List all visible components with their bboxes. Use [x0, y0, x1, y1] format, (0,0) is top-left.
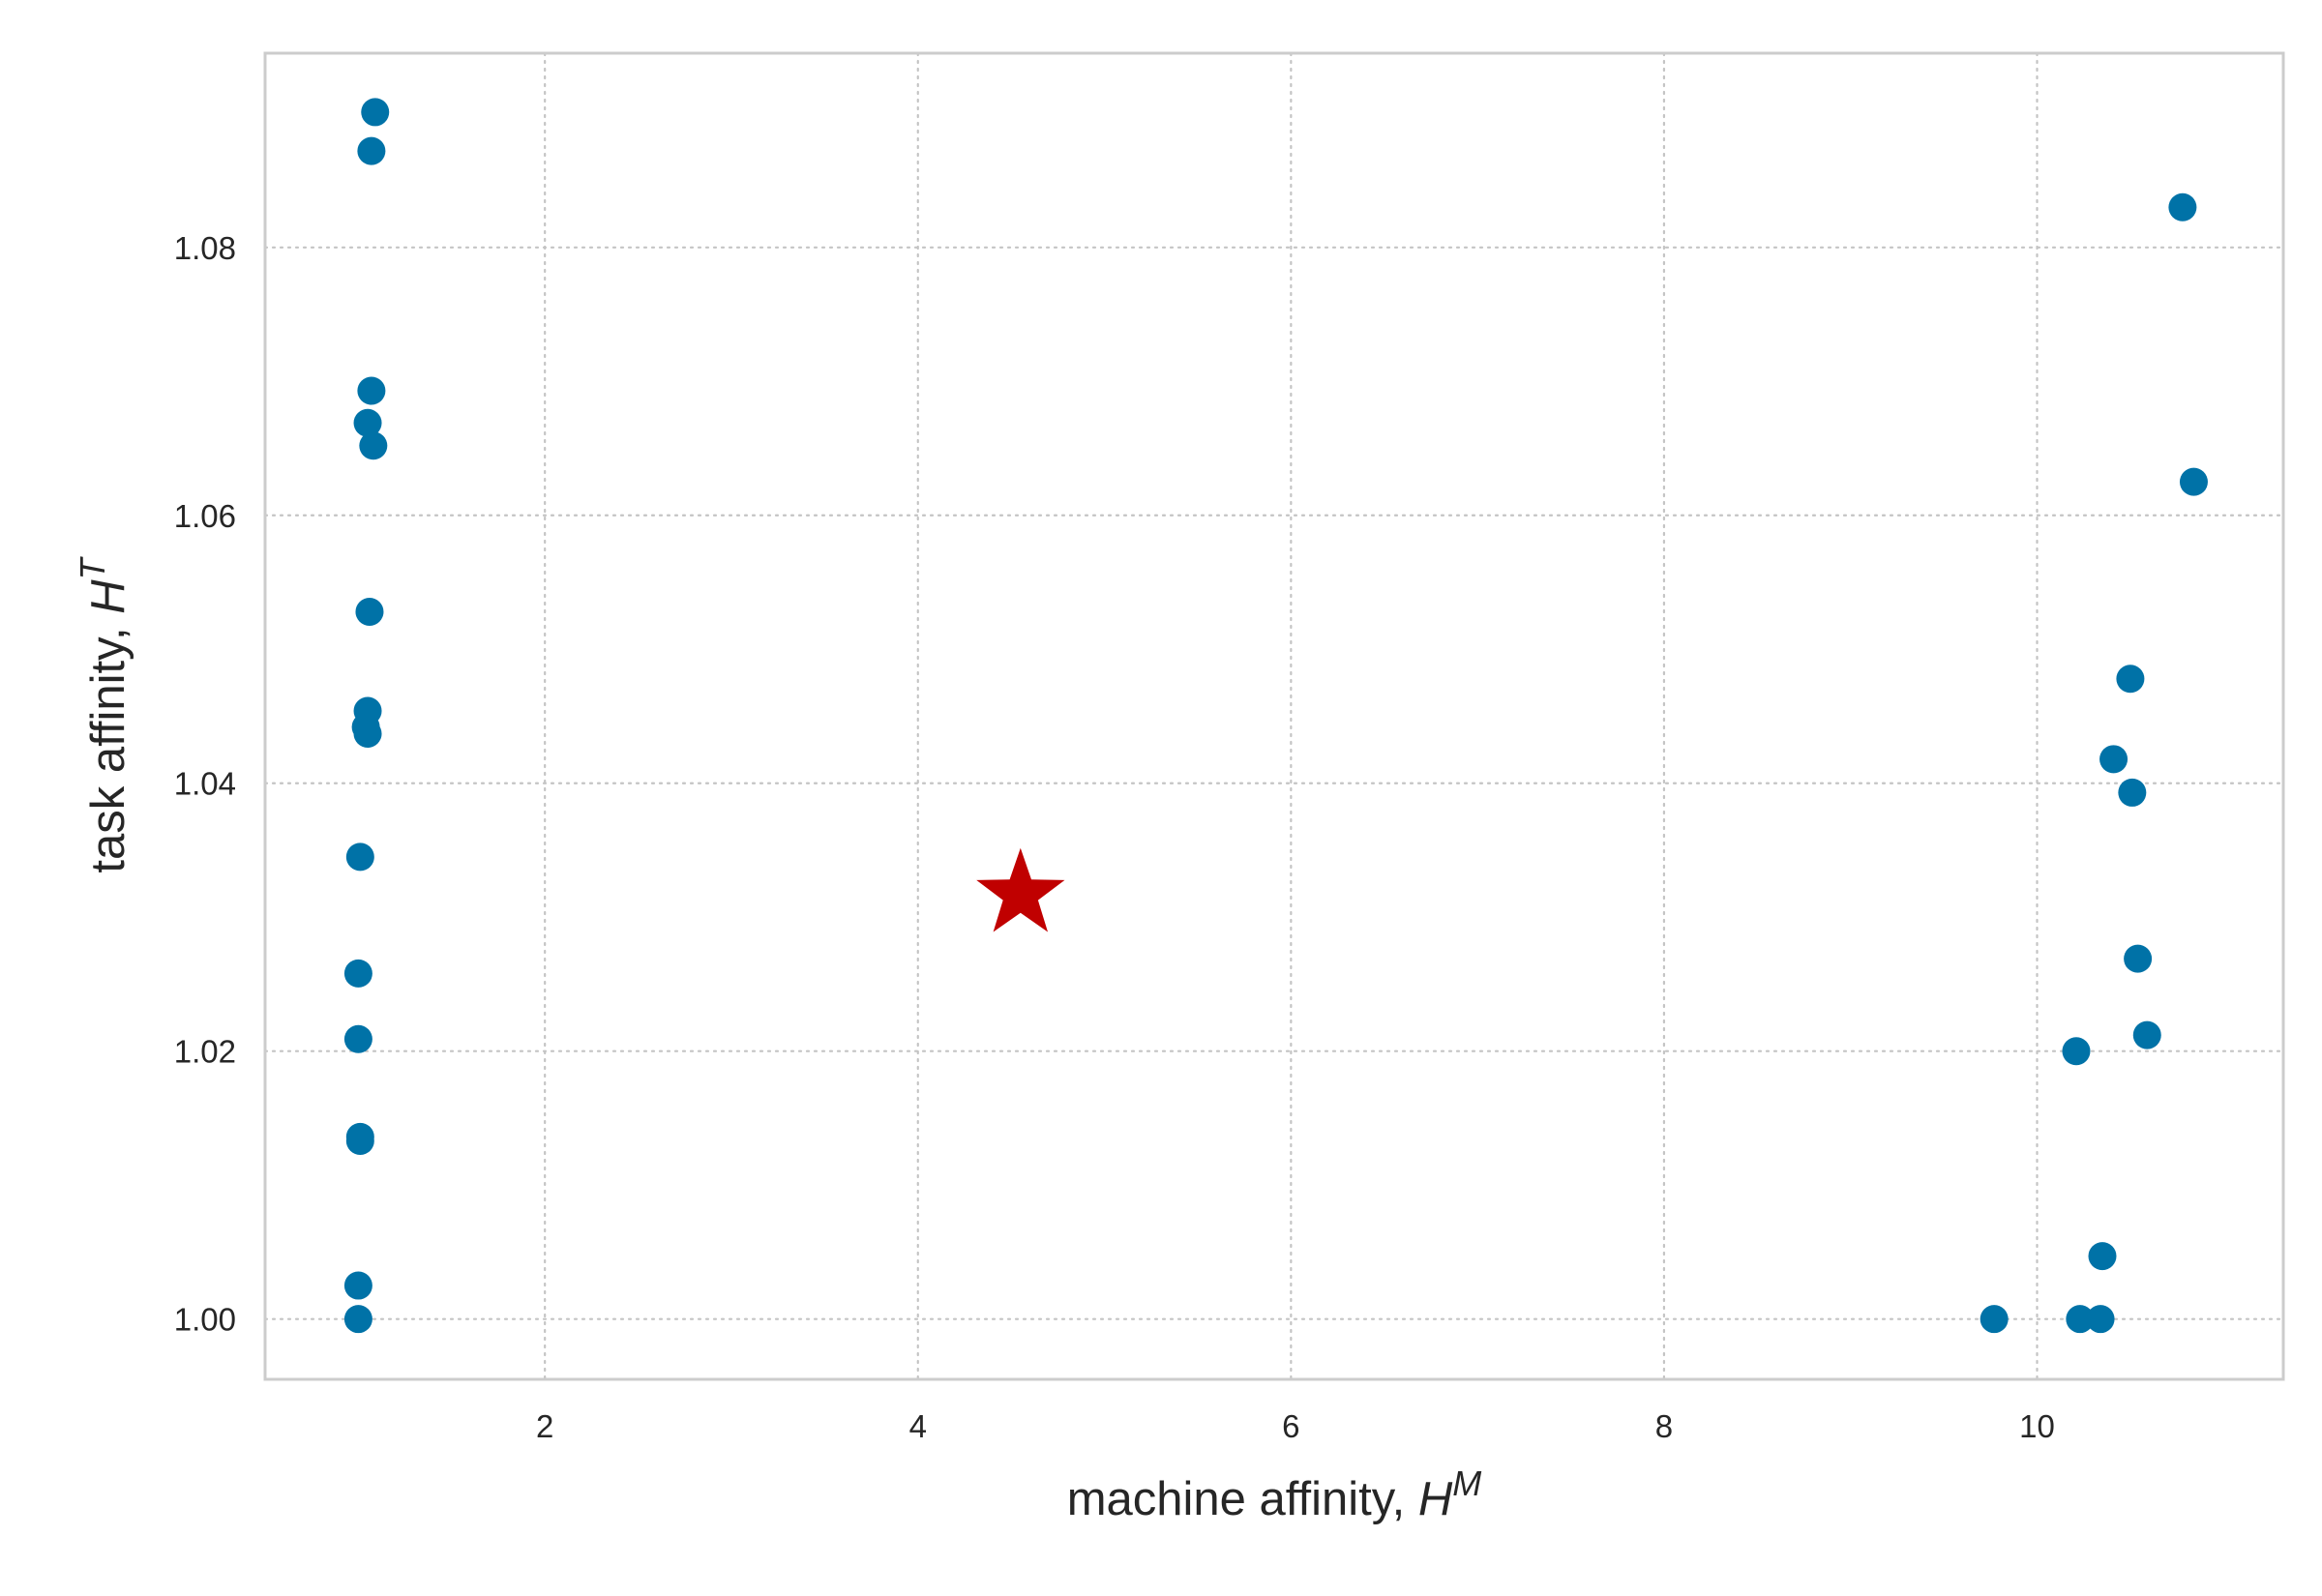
- data-point: [345, 1126, 374, 1155]
- x-tick-label: 6: [1282, 1408, 1299, 1444]
- data-point: [2116, 665, 2145, 694]
- data-point: [2088, 1242, 2117, 1271]
- data-point: [355, 597, 384, 626]
- data-point: [361, 98, 390, 127]
- x-tick-label: 4: [909, 1408, 927, 1444]
- plot-frame: [263, 51, 2285, 1381]
- y-axis-label: task affinity, HT: [73, 555, 134, 872]
- data-point: [345, 842, 374, 872]
- x-tick-label: 10: [2019, 1408, 2055, 1444]
- data-point: [357, 376, 386, 405]
- tick-labels: 2 4 6 8 10 1.00 1.02 1.04 1.06 1.08: [174, 230, 2055, 1444]
- data-point: [2179, 467, 2208, 496]
- x-tick-label: 2: [536, 1408, 553, 1444]
- x-tick-label: 8: [1655, 1408, 1673, 1444]
- data-point: [2086, 1305, 2115, 1334]
- y-tick-label: 1.06: [174, 498, 236, 534]
- y-tick-label: 1.08: [174, 230, 236, 266]
- y-tick-label: 1.02: [174, 1034, 236, 1070]
- data-point: [343, 959, 372, 988]
- y-tick-label: 1.00: [174, 1302, 236, 1338]
- data-point: [2118, 778, 2147, 807]
- x-axis-label: machine affinity, HM: [1067, 1463, 1482, 1525]
- data-point: [357, 136, 386, 165]
- star-marker: [976, 847, 1065, 932]
- data-point: [2132, 1020, 2161, 1049]
- grid-lines: [263, 51, 2285, 1381]
- data-point: [343, 1024, 372, 1053]
- data-point: [2099, 745, 2128, 774]
- data-point: [2066, 1305, 2095, 1334]
- data-points: [343, 98, 2208, 1334]
- data-point: [359, 431, 388, 460]
- data-point: [2062, 1037, 2091, 1066]
- data-point: [343, 1305, 372, 1334]
- data-point: [2168, 192, 2197, 222]
- data-point: [2124, 944, 2153, 973]
- data-point: [353, 408, 382, 437]
- y-tick-label: 1.04: [174, 766, 236, 802]
- data-point: [343, 1271, 372, 1300]
- data-point: [353, 720, 382, 749]
- data-point: [1980, 1305, 2009, 1334]
